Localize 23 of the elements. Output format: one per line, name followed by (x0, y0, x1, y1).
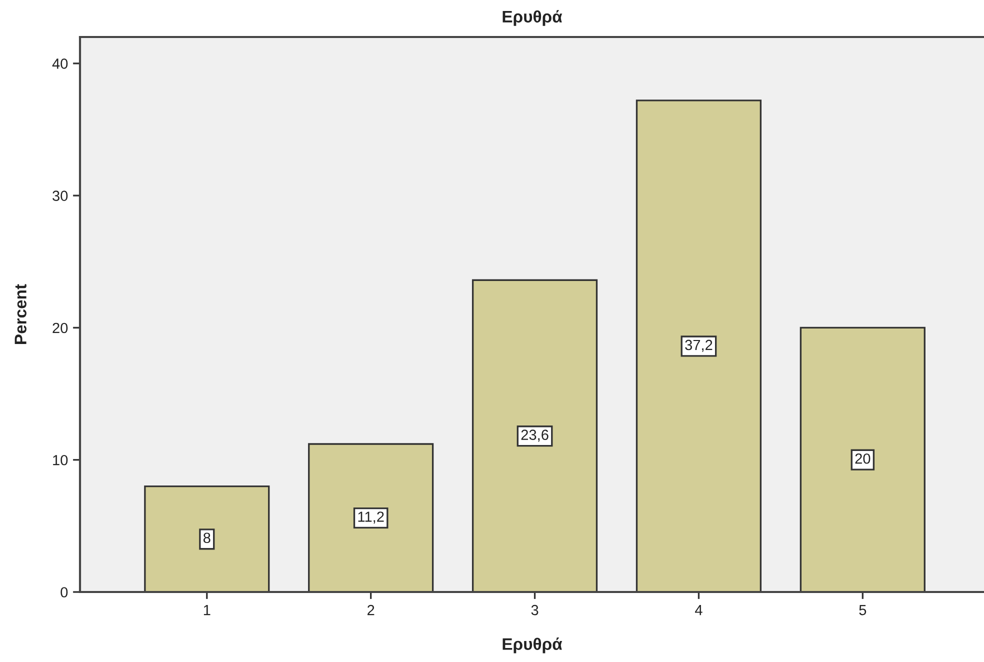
x-tick-label: 3 (531, 604, 538, 616)
y-tick-label: 30 (52, 190, 68, 201)
y-tick-label: 0 (60, 587, 68, 598)
x-tick-label: 1 (204, 605, 210, 616)
y-tick-label: 10 (53, 454, 68, 466)
x-tick-label: 5 (859, 605, 866, 616)
data-label: 20 (855, 453, 870, 464)
x-tick-label: 2 (368, 604, 374, 616)
bar (800, 326, 926, 592)
data-label: 23,6 (521, 430, 548, 442)
x-tick-label: 4 (695, 605, 702, 616)
y-axis-title: Percent (14, 284, 26, 344)
bar (144, 485, 270, 592)
bar (308, 443, 434, 592)
data-label: 37,2 (685, 340, 712, 352)
bar (636, 100, 762, 592)
x-axis-title: Ερυθρά (502, 638, 562, 654)
bar (472, 279, 598, 592)
chart-title: Ερυθρά (502, 10, 562, 26)
y-tick-label: 20 (52, 322, 68, 334)
y-tick-label: 40 (52, 58, 68, 69)
data-label: 8 (203, 532, 210, 544)
data-label: 11,2 (358, 512, 384, 524)
